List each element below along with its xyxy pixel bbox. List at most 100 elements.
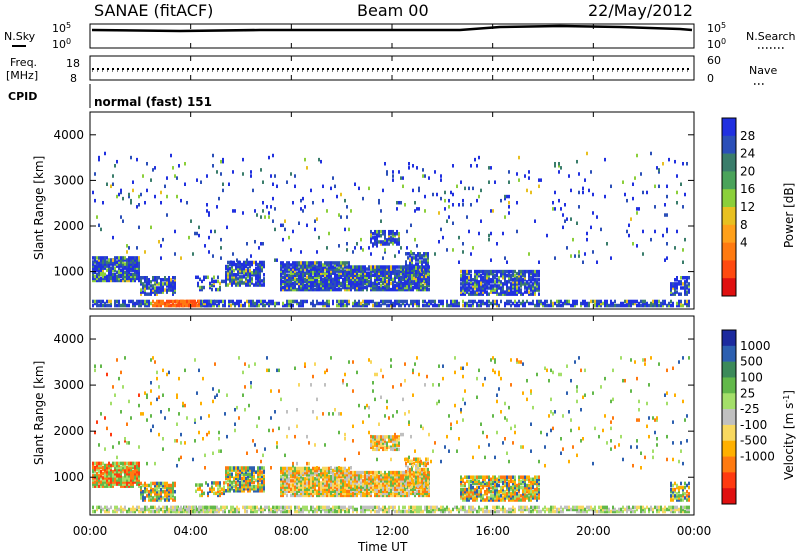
echo-cell [416,244,418,248]
echo-cell [380,489,382,494]
echo-cell [312,279,314,284]
echo-cell [380,273,382,277]
echo-cell [250,299,252,304]
echo-cell [292,229,294,234]
echo-cell [328,491,330,496]
echo-cell [366,285,368,290]
echo-cell [314,227,316,232]
echo-cell [314,470,316,475]
echo-cell [112,268,114,272]
echo-cell [294,283,296,288]
echo-cell [162,288,164,292]
echo-cell [686,290,688,294]
echo-cell [255,270,257,275]
echo-cell [198,301,200,306]
echo-cell [144,489,146,494]
echo-cell [334,472,336,477]
echo-cell [476,269,478,274]
echo-cell [622,301,624,306]
echo-cell [174,303,176,308]
echo-cell [120,467,122,472]
echo-cell [348,261,350,265]
echo-cell [630,301,632,306]
echo-cell [239,270,241,275]
echo-cell [292,470,294,475]
echo-cell [602,301,604,306]
echo-cell [310,477,312,481]
echo-cell [330,491,332,496]
echo-cell [255,470,257,474]
echo-cell [400,491,402,496]
echo-cell [374,231,376,236]
echo-cell [108,463,110,468]
echo-cell [98,474,100,478]
echo-cell [420,287,422,292]
echo-cell [247,472,249,476]
echo-cell [428,287,430,292]
echo-cell [418,283,420,288]
echo-cell [164,485,166,490]
echo-cell [140,489,142,494]
echo-cell [334,287,336,292]
echo-cell [376,242,378,246]
echo-cell [132,478,134,482]
echo-cell [396,493,398,498]
echo-cell [376,493,378,498]
echo-cell [382,443,384,447]
echo-cell [166,278,168,282]
echo-cell [249,478,251,483]
echo-cell [130,480,132,484]
echo-cell [504,280,506,284]
echo-cell [186,200,188,205]
echo-cell [138,467,140,472]
echo-cell [510,278,512,282]
echo-cell [150,225,152,230]
echo-cell [380,303,382,308]
echo-cell [312,481,314,485]
echo-cell [500,299,502,304]
echo-cell [304,273,306,277]
echo-cell [350,285,352,290]
echo-cell [398,271,400,275]
echo-cell [251,466,253,470]
echo-cell [280,271,282,275]
echo-cell [398,472,400,477]
echo-cell [156,494,158,498]
echo-cell [130,262,132,266]
echo-cell [150,485,152,490]
echo-cell [138,299,140,304]
echo-cell [178,303,180,308]
echo-cell [426,285,428,290]
echo-cell [374,287,376,292]
echo-cell [604,301,606,306]
echo-cell [290,299,292,304]
echo-cell [262,209,264,213]
echo-cell [368,474,370,479]
echo-cell [146,483,148,488]
echo-cell [674,282,676,286]
echo-cell [522,280,524,284]
echo-cell [156,282,158,286]
echo-cell [308,263,310,267]
echo-cell [394,265,396,269]
echo-cell [174,280,176,284]
echo-cell [152,275,154,280]
echo-cell [384,267,386,271]
echo-cell [322,481,324,485]
echo-cell [326,281,328,286]
echo-cell [508,280,510,284]
echo-cell [342,466,344,471]
echo-cell [118,476,120,480]
echo-cell [284,281,286,286]
echo-cell [92,480,94,484]
echo-cell [324,265,326,269]
echo-cell [409,459,411,464]
echo-cell [118,256,120,260]
echo-cell [302,470,304,475]
echo-cell [425,268,427,272]
echo-cell [504,290,506,294]
echo-cell [422,491,424,496]
echo-cell [354,487,356,491]
echo-cell [292,273,294,277]
echo-cell [314,287,316,292]
